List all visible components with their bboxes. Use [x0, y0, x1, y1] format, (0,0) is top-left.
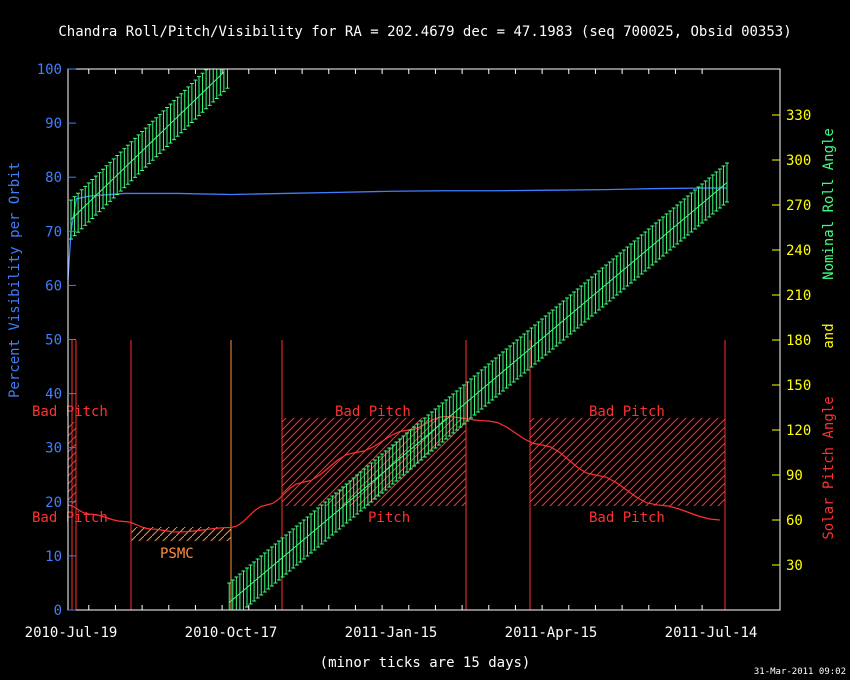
roll-line [70, 71, 225, 220]
left-axis-tick-label: 0 [54, 603, 62, 619]
footer-timestamp: 31-Mar-2011 09:02 [754, 667, 846, 677]
right-axis-label-roll: Nominal Roll Angle [821, 128, 837, 280]
region-label-bad-pitch: Bad Pitch [32, 510, 108, 526]
x-axis-label: (minor ticks are 15 days) [320, 655, 531, 671]
left-axis-tick-label: 30 [45, 441, 62, 457]
x-axis-tick-label: 2011-Jul-14 [665, 625, 758, 641]
region-label-psmc: PSMC [160, 546, 194, 562]
left-axis-tick-label: 20 [45, 495, 62, 511]
right-axis-tick-label: 330 [786, 108, 811, 124]
right-axis-tick-label: 270 [786, 198, 811, 214]
left-axis-tick-label: 70 [45, 224, 62, 240]
right-axis-tick-label: 150 [786, 378, 811, 394]
right-axis-tick-label: 300 [786, 153, 811, 169]
right-axis-tick-label: 180 [786, 333, 811, 349]
visibility-line [67, 187, 727, 281]
left-axis-label: Percent Visibility per Orbit [7, 162, 23, 398]
left-axis-tick-label: 50 [45, 333, 62, 349]
right-axis-tick-label: 120 [786, 423, 811, 439]
left-axis-tick-label: 90 [45, 116, 62, 132]
axes-layer: 0 10 20 30 40 50 60 70 80 90 100 30 60 90 120 150 180 210… [25, 62, 812, 641]
x-axis-tick-label: 2011-Apr-15 [505, 625, 598, 641]
pitch-line [67, 415, 720, 533]
right-axis-tick-label: 60 [786, 513, 803, 529]
left-axis-tick-label: 10 [45, 549, 62, 565]
x-axis-tick-label: 2010-Oct-17 [185, 625, 278, 641]
hatch-bad-pitch-right [530, 418, 725, 506]
right-axis-tick-label: 90 [786, 468, 803, 484]
region-label-bad-pitch: Bad Pitch [32, 404, 108, 420]
region-labels: Bad Pitch Bad Pitch PSMC Bad Pitch Pitch… [32, 404, 665, 562]
region-label-bad-pitch: Bad Pitch [589, 404, 665, 420]
right-axis-label-and: and [821, 323, 837, 348]
right-axis-label-pitch: Solar Pitch Angle [821, 396, 837, 539]
series-layer [67, 69, 729, 610]
hatch-bad-pitch-middle [282, 418, 466, 506]
hatch-psmc [131, 527, 231, 541]
chart-title: Chandra Roll/Pitch/Visibility for RA = 2… [58, 24, 791, 40]
region-lines [71, 340, 726, 610]
x-axis-tick-label: 2010-Jul-19 [25, 625, 118, 641]
right-axis-tick-label: 210 [786, 288, 811, 304]
left-axis-tick-label: 80 [45, 170, 62, 186]
left-axis-tick-label: 60 [45, 278, 62, 294]
x-axis-tick-label: 2011-Jan-15 [345, 625, 438, 641]
left-axis-tick-label: 40 [45, 387, 62, 403]
right-axis-tick-label: 30 [786, 558, 803, 574]
roll-line [228, 182, 728, 603]
right-axis-tick-label: 240 [786, 243, 811, 259]
left-axis-tick-label: 100 [37, 62, 62, 78]
region-label-bad-pitch: Bad Pitch [589, 510, 665, 526]
region-label-pitch: Pitch [368, 510, 410, 526]
region-label-bad-pitch: Bad Pitch [335, 404, 411, 420]
